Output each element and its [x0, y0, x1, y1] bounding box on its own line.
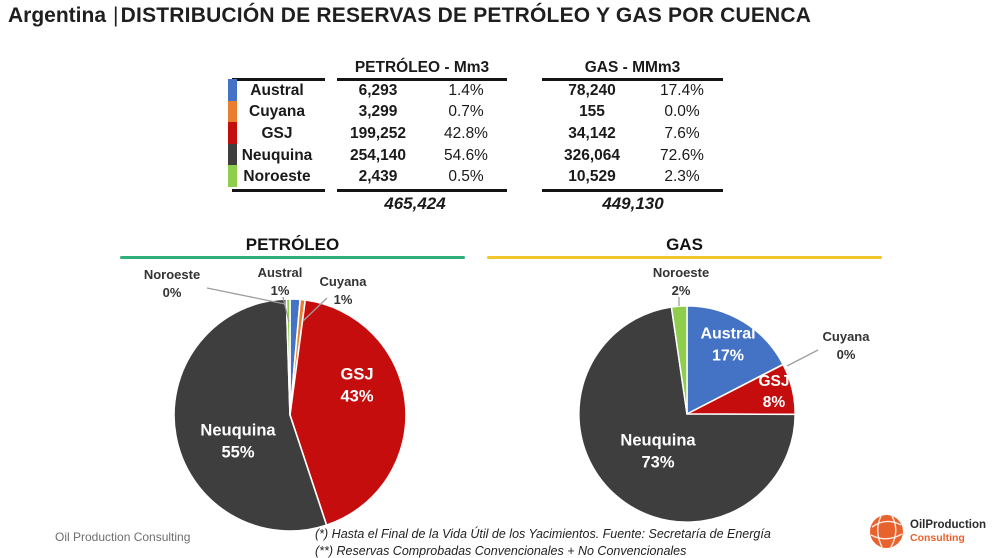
basin-color-legend-strip [228, 79, 237, 187]
gas-label-austral: Austral 17% [700, 325, 756, 364]
gas-chart-title: GAS [666, 235, 703, 254]
petroleo-title-underline [120, 256, 465, 259]
petroleo-label-gsj: GSJ 43% [340, 365, 374, 406]
gas-value: 10,529 [568, 168, 616, 186]
title-country: Argentina [8, 4, 107, 27]
gas-value-column: 78,240 155 34,142 326,064 10,529 [550, 80, 634, 188]
petroleo-chart-title: PETRÓLEO [245, 235, 340, 254]
gas-pct: 2.3% [664, 168, 700, 186]
gas-value: 78,240 [568, 81, 616, 99]
footnote-2: (**) Reservas Comprobadas Convencionales… [315, 544, 687, 558]
table-bottom-rule-petroleo [337, 189, 507, 192]
gas-pct: 72.6% [660, 146, 704, 164]
oilproduction-logo-text: OilProduction Consulting [910, 518, 987, 545]
row-label: Cuyana [249, 103, 305, 121]
gas-total: 449,130 [602, 194, 664, 213]
gas-pct: 17.4% [660, 81, 704, 99]
gas-label-neuquina: Neuquina 73% [620, 431, 696, 472]
petroleo-label-neuquina: Neuquina 55% [200, 421, 276, 462]
petroleo-label-cuyana: Cuyana 1% [319, 273, 367, 307]
gas-pct-column: 17.4% 0.0% 7.6% 72.6% 2.3% [642, 80, 722, 188]
gas-value: 155 [579, 103, 605, 121]
petroleo-pct: 42.8% [444, 124, 488, 142]
pie-slice-neuquina [173, 298, 328, 532]
basin-label-column: Austral Cuyana GSJ Neuquina Noroeste [230, 80, 324, 188]
pie-slice-noroeste [670, 305, 688, 415]
table-bottom-rule-gas [542, 189, 723, 192]
footer-company-name: Oil Production Consulting [55, 530, 191, 544]
oilproduction-logo: OilProduction Consulting [868, 513, 986, 550]
petroleo-value: 254,140 [349, 146, 407, 164]
row-label: Austral [250, 81, 304, 99]
petroleo-value: 2,439 [358, 168, 398, 186]
petroleo-value: 3,299 [358, 103, 398, 121]
petroleo-total: 465,424 [384, 194, 446, 213]
row-label: Neuquina [241, 146, 313, 164]
table-top-rule-labels [232, 78, 325, 81]
legend-swatch-noroeste [228, 165, 237, 187]
row-label: Noroeste [243, 168, 311, 186]
petroleo-pct: 54.6% [444, 146, 488, 164]
table-bottom-rule-labels [232, 189, 325, 192]
petroleo-pct: 0.5% [448, 168, 484, 186]
petroleo-value-column: 6,293 3,299 199,252 254,140 2,439 [338, 80, 418, 188]
gas-pie [578, 305, 796, 523]
petroleo-label-noroeste: Noroeste 0% [143, 266, 201, 300]
gas-value: 326,064 [563, 146, 621, 164]
legend-swatch-cuyana [228, 100, 237, 123]
gas-label-cuyana: Cuyana 0% [822, 328, 870, 362]
legend-swatch-austral [228, 79, 237, 101]
petroleo-column-header: PETRÓLEO - Mm3 [354, 58, 490, 76]
gas-label-gsj: GSJ 8% [758, 373, 790, 411]
legend-swatch-neuquina [228, 143, 237, 166]
gas-pct: 0.0% [664, 103, 700, 121]
petroleo-pct: 1.4% [448, 81, 484, 99]
oilproduction-logo-icon [870, 515, 903, 548]
petroleo-pct: 0.7% [448, 103, 484, 121]
gas-pct: 7.6% [664, 124, 700, 142]
table-top-rule-gas [542, 78, 723, 81]
gas-label-noroeste: Noroeste 2% [652, 264, 710, 298]
gas-value: 34,142 [568, 124, 616, 142]
title-separator: | [113, 4, 119, 27]
footnote-1: (*) Hasta el Final de la Vida Útil de lo… [315, 527, 771, 541]
petroleo-pct-column: 1.4% 0.7% 42.8% 54.6% 0.5% [426, 80, 506, 188]
pie-slice-austral [686, 305, 784, 415]
row-label: GSJ [261, 124, 293, 142]
petroleo-value: 199,252 [349, 124, 407, 142]
gas-title-underline [487, 256, 882, 259]
page-title: Argentina |DISTRIBUCIÓN DE RESERVAS DE PE… [8, 4, 811, 28]
pie-slice-gsj [289, 299, 407, 526]
petroleo-value: 6,293 [358, 81, 398, 99]
title-main: DISTRIBUCIÓN DE RESERVAS DE PETRÓLEO Y G… [120, 4, 812, 27]
gas-column-header: GAS - MMm3 [584, 58, 681, 76]
petroleo-label-austral: Austral 1% [257, 264, 303, 298]
table-top-rule-petroleo [337, 78, 507, 81]
petroleo-pie [173, 298, 407, 532]
legend-swatch-gsj [228, 122, 237, 144]
